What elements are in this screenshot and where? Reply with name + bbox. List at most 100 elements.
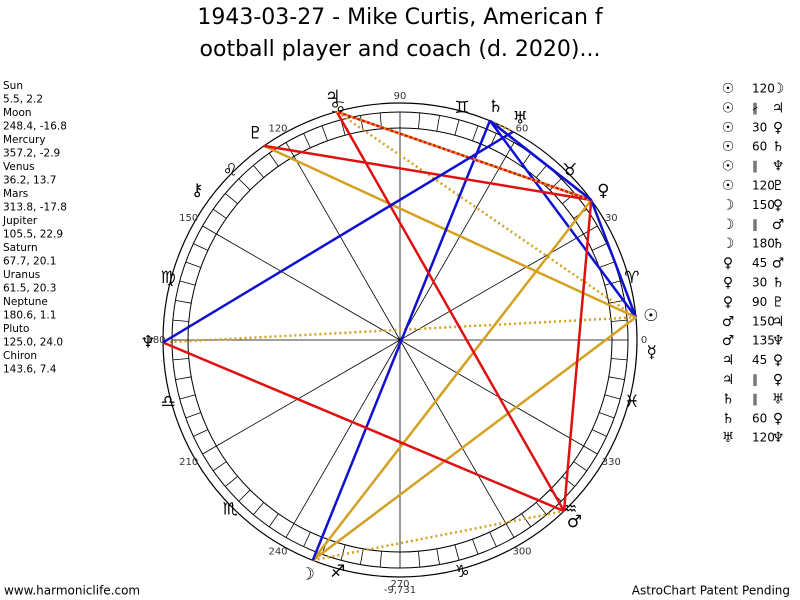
aspect-line	[162, 316, 636, 344]
footer-right: AstroChart Patent Pending	[632, 584, 790, 598]
planet-position: 313.8, -17.8	[3, 202, 67, 214]
spoke	[399, 339, 584, 447]
aspect-type: ∥	[752, 392, 758, 406]
aspect-planet: ♄	[722, 411, 735, 427]
zodiac-sign: ♉	[562, 160, 577, 180]
aspect-type: 150	[752, 198, 775, 212]
ring-tick	[489, 531, 497, 547]
ring-tick	[591, 429, 607, 437]
ring-tick	[238, 489, 251, 502]
degree-label: 150	[179, 213, 198, 224]
planet-glyph: ♀	[597, 181, 609, 201]
planet-name: Jupiter	[2, 215, 38, 227]
planet-name: Moon	[3, 107, 32, 119]
planet-glyph: ☿	[646, 342, 656, 362]
planet-position: 5.5, 2.2	[3, 94, 43, 106]
ring-tick	[591, 243, 607, 251]
aspect-planet: ♆	[772, 430, 785, 446]
ring-tick	[505, 523, 515, 538]
ring-tick	[172, 358, 189, 361]
degree-label: 60	[516, 124, 529, 135]
ring-tick	[175, 376, 192, 380]
aspect-planet: ♀	[723, 275, 733, 291]
planet-name: Chiron	[3, 350, 37, 362]
aspect-type: ∦	[752, 101, 758, 115]
aspect-type: 120	[752, 82, 775, 96]
aspect-planet: ☉	[722, 81, 735, 97]
zodiac-sign: ♑	[454, 562, 469, 582]
degree-label: 30	[605, 213, 618, 224]
ring-tick	[268, 153, 279, 167]
planet-position: 61.5, 20.3	[3, 283, 56, 295]
aspect-type: 45	[752, 256, 767, 270]
ring-tick	[340, 544, 346, 561]
outer-circle	[162, 102, 638, 578]
aspect-line	[590, 199, 638, 318]
aspect-type: 45	[752, 353, 767, 367]
aspect-type: ∥	[752, 217, 758, 231]
aspect-planet: ♀	[723, 256, 733, 272]
degree-label: 0	[641, 335, 647, 346]
ring-tick	[321, 125, 328, 141]
ring-tick	[472, 539, 479, 555]
aspect-type: 90	[752, 295, 767, 309]
spoke	[216, 339, 401, 447]
degree-label: 120	[268, 124, 287, 135]
planet-glyph: ♆	[140, 333, 155, 353]
ring-tick	[238, 178, 251, 191]
aspect-type: 120	[752, 179, 775, 193]
bottom-value: -9,731	[384, 585, 416, 596]
planet-position: 248.4, -16.8	[3, 121, 67, 133]
aspect-line	[562, 199, 593, 512]
ring-tick	[179, 394, 196, 400]
degree-label: 300	[512, 546, 531, 557]
ring-tick	[179, 280, 196, 286]
ring-tick	[225, 193, 238, 205]
aspect-planet: ☽	[722, 197, 735, 213]
ring-tick	[604, 280, 621, 286]
ring-tick	[535, 502, 547, 515]
planet-glyph: ♅	[513, 109, 528, 129]
aspect-line	[335, 111, 566, 512]
aspect-planet: ♇	[772, 178, 785, 194]
aspect-type: ∥	[752, 373, 758, 387]
aspect-planet: ☉	[722, 159, 735, 175]
aspect-type: 180	[752, 237, 775, 251]
planet-glyph: ♇	[248, 124, 263, 144]
aspect-planet: ♀	[723, 294, 733, 310]
ring-tick	[535, 165, 547, 178]
planet-name: Sun	[3, 80, 23, 92]
ring-tick	[202, 445, 217, 455]
ring-tick	[599, 412, 615, 419]
ring-tick	[303, 133, 311, 149]
aspect-line	[335, 110, 637, 319]
aspect-line	[263, 144, 592, 202]
aspect-planet: ♀	[773, 120, 783, 136]
aspect-planet: ♄	[772, 139, 785, 155]
planet-glyph: ♂	[567, 512, 582, 532]
planet-position: 105.5, 22.9	[3, 229, 63, 241]
ring-tick	[202, 225, 217, 235]
ring-tick	[172, 319, 189, 322]
ring-tick	[418, 112, 421, 129]
spoke	[216, 233, 401, 341]
aspect-planet: ☉	[722, 139, 735, 155]
ring-tick	[360, 115, 364, 132]
planet-name: Saturn	[3, 242, 38, 254]
ring-tick	[573, 461, 587, 472]
spoke	[399, 233, 584, 341]
aspect-type: 135	[752, 334, 775, 348]
aspect-planet: ♃	[772, 100, 785, 116]
ring-tick	[608, 376, 625, 380]
zodiac-sign: ♌	[223, 160, 238, 180]
zodiac-sign: ♈	[624, 268, 639, 288]
aspect-planet: ♃	[722, 353, 735, 369]
degree-label: 210	[179, 457, 198, 468]
title-line: 1943-03-27 - Mike Curtis, American f	[197, 5, 604, 30]
aspect-planet: ♀	[773, 197, 783, 213]
aspect-planet: ♃	[772, 314, 785, 330]
zodiac-sign: ♊	[454, 98, 469, 118]
ring-tick	[268, 513, 279, 527]
ring-tick	[604, 394, 621, 400]
aspect-planet: ♄	[772, 236, 785, 252]
